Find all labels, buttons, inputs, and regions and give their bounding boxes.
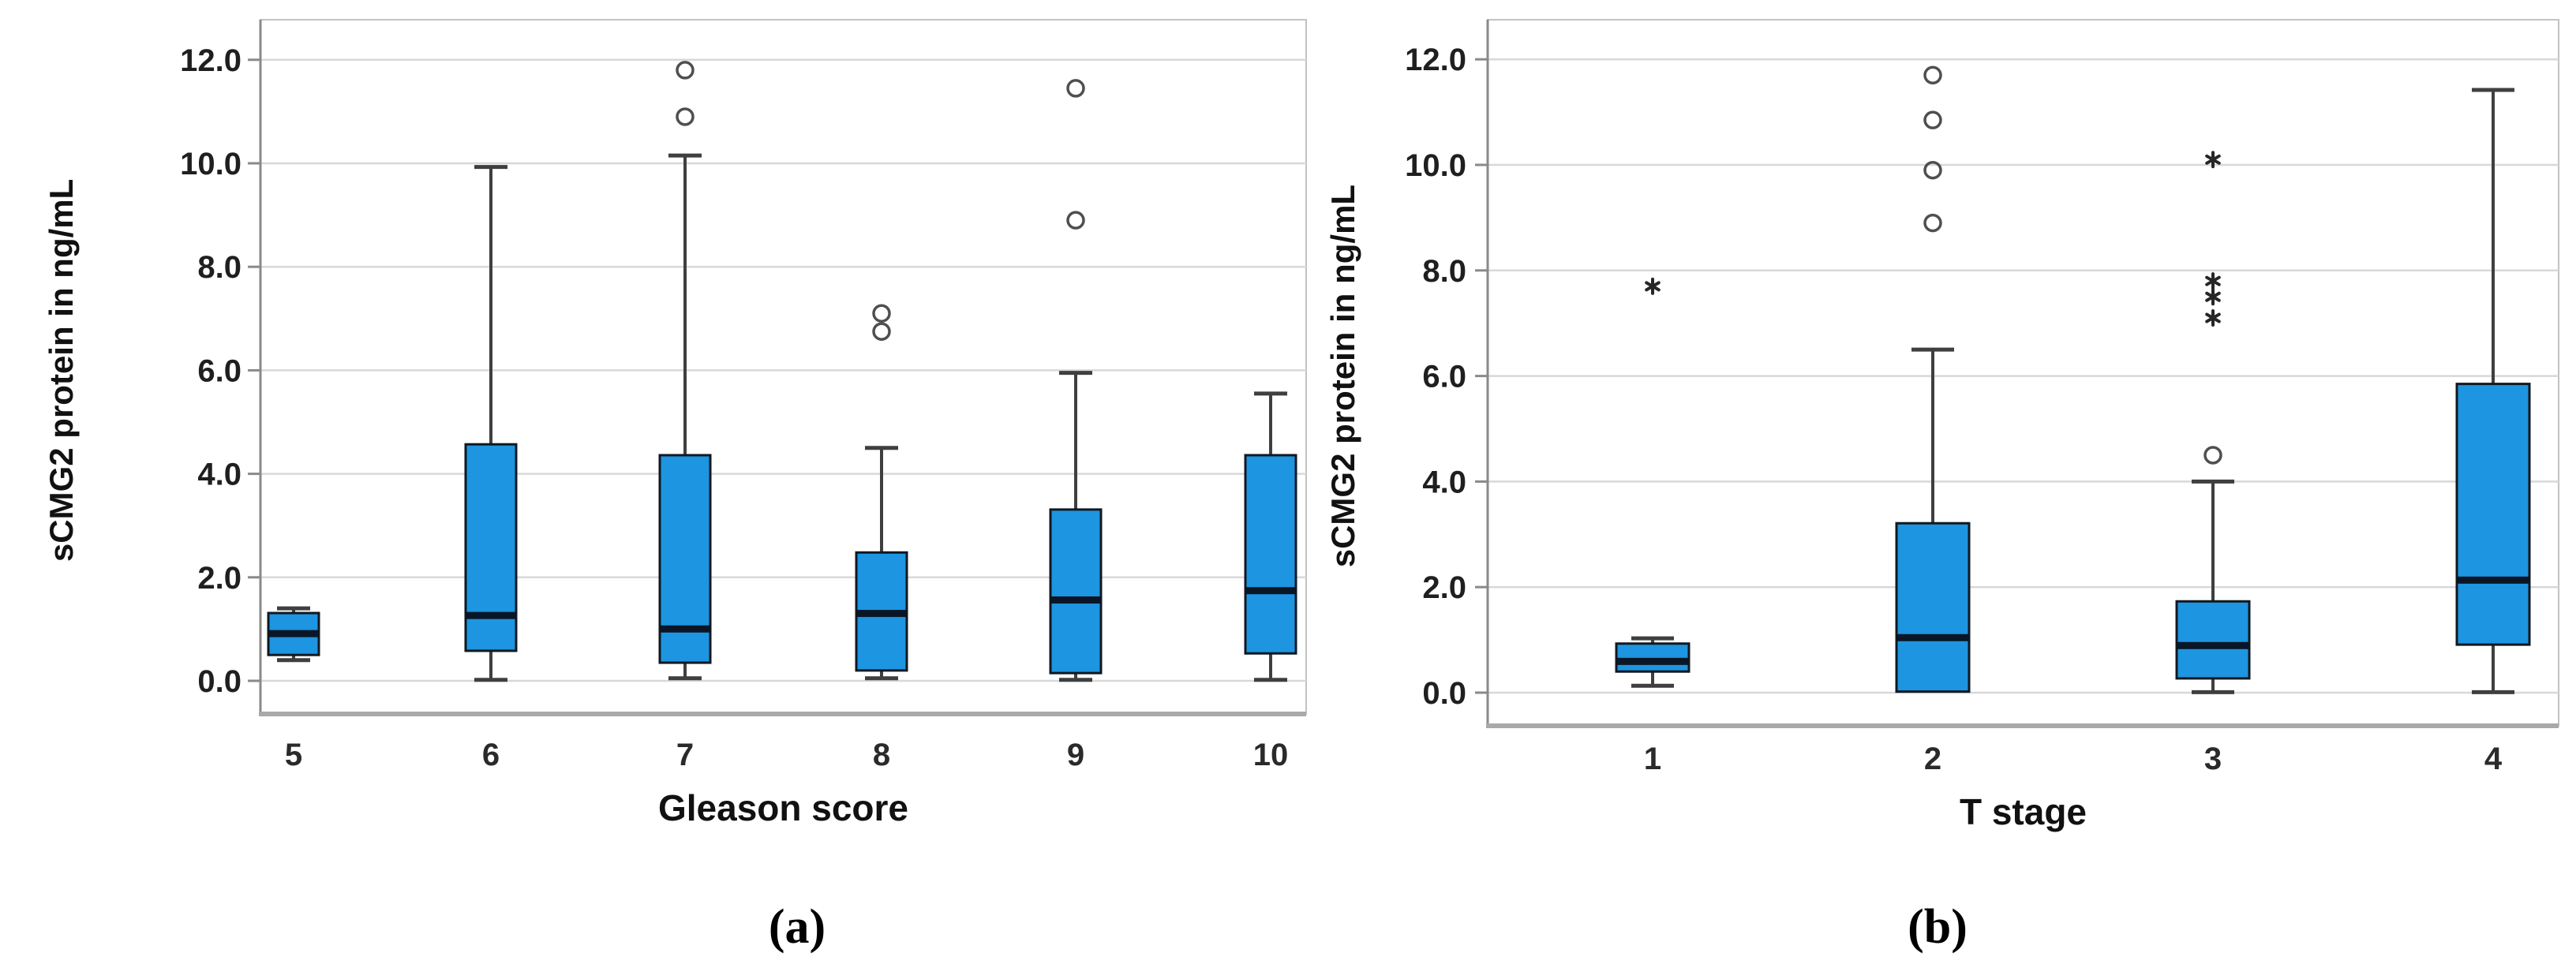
box-b-2-outlier-circle: [1923, 110, 1942, 129]
box-a-5-median: [268, 630, 319, 637]
y-tick-label-b: 10.0: [1405, 148, 1466, 183]
box-a-8-outlier-circle: [872, 322, 891, 341]
y-tick-label-b: 0.0: [1422, 676, 1466, 711]
box-b-2-outlier-circle: [1923, 160, 1942, 180]
x-tick-label-b: 1: [1644, 742, 1661, 776]
x-tick-label-b: 3: [2204, 742, 2222, 776]
y-tick-label-b: 4.0: [1422, 465, 1466, 499]
box-a-7-outlier-circle: [676, 61, 695, 80]
box-a-8-median: [856, 610, 907, 618]
box-b-3-outlier-asterisk: [2205, 312, 2221, 323]
x-tick-label-a: 5: [285, 738, 302, 772]
box-b-3-outlier-circle: [2203, 446, 2222, 465]
box-b-4-median: [2457, 576, 2529, 584]
box-a-9-median: [1050, 596, 1101, 604]
box-b-3-outlier-asterisk: [2205, 154, 2221, 165]
box-b-1-iqr: [1615, 642, 1690, 673]
x-tick-label-a: 10: [1253, 738, 1289, 772]
y-tick-label-a: 0.0: [197, 664, 242, 699]
box-a-7-outlier-circle: [676, 107, 695, 126]
x-axis-title-a: Gleason score: [658, 787, 908, 828]
box-a-6-median: [466, 611, 516, 619]
y-tick-label-a: 10.0: [180, 147, 242, 181]
x-tick-label-a: 8: [873, 738, 890, 772]
box-b-3-outlier-asterisk: [2205, 291, 2221, 302]
box-a-9-outlier-circle: [1066, 79, 1085, 98]
box-a-7-median: [660, 625, 710, 633]
box-b-2-median: [1896, 633, 1969, 641]
y-axis-title-b: sCMG2 protein in ng/mL: [1324, 185, 1361, 567]
y-tick-label-b: 2.0: [1422, 570, 1466, 605]
box-a-6-iqr: [464, 443, 518, 652]
box-b-2-iqr: [1895, 521, 1971, 693]
y-tick-label-a: 2.0: [197, 561, 242, 596]
box-a-10-iqr: [1244, 454, 1297, 655]
box-a-9-iqr: [1049, 508, 1103, 675]
box-a-8-outlier-circle: [872, 304, 891, 323]
box-a-10-median: [1245, 587, 1296, 595]
y-tick-label-a: 4.0: [197, 458, 242, 492]
x-tick-label-a: 7: [676, 738, 694, 772]
plot-frame-a: [260, 19, 1307, 715]
y-tick-label-a: 6.0: [197, 353, 242, 388]
x-axis-title-b: T stage: [1960, 791, 2087, 832]
box-b-3-median: [2177, 641, 2249, 649]
plot-frame-b: [1487, 19, 2559, 727]
caption-a: (a): [769, 900, 826, 954]
y-tick-label-b: 6.0: [1422, 360, 1466, 394]
box-b-4-iqr: [2455, 383, 2531, 646]
x-tick-label-b: 2: [1924, 742, 1941, 776]
box-a-9-outlier-circle: [1066, 211, 1085, 230]
box-b-3-outlier-asterisk: [2205, 275, 2221, 286]
caption-b: (b): [1908, 900, 1968, 954]
box-b-1-median: [1616, 657, 1689, 665]
y-tick-label-b: 12.0: [1405, 43, 1466, 77]
box-b-2-outlier-circle: [1923, 65, 1942, 85]
y-tick-label-a: 12.0: [180, 43, 242, 78]
y-axis-title-a: sCMG2 protein in ng/mL: [43, 179, 80, 562]
x-tick-label-b: 4: [2484, 742, 2503, 776]
box-b-3-iqr: [2175, 600, 2251, 680]
x-tick-label-a: 6: [482, 738, 500, 772]
box-b-2-outlier-circle: [1923, 213, 1942, 233]
y-tick-label-a: 8.0: [197, 250, 242, 285]
x-tick-label-a: 9: [1067, 738, 1084, 772]
box-b-1-outlier-asterisk: [1645, 281, 1661, 292]
y-tick-label-b: 8.0: [1422, 254, 1466, 289]
